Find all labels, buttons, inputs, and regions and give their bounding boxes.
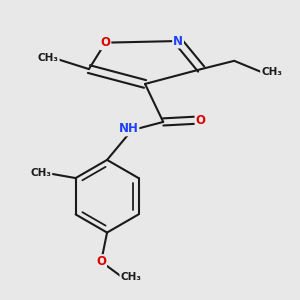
Text: O: O (96, 255, 106, 268)
Text: O: O (100, 36, 110, 49)
Text: CH₃: CH₃ (120, 272, 141, 283)
Text: CH₃: CH₃ (38, 52, 59, 62)
Text: N: N (173, 34, 183, 47)
Text: CH₃: CH₃ (261, 68, 282, 77)
Text: O: O (196, 114, 206, 127)
Text: CH₃: CH₃ (30, 168, 51, 178)
Text: NH: NH (118, 122, 139, 135)
